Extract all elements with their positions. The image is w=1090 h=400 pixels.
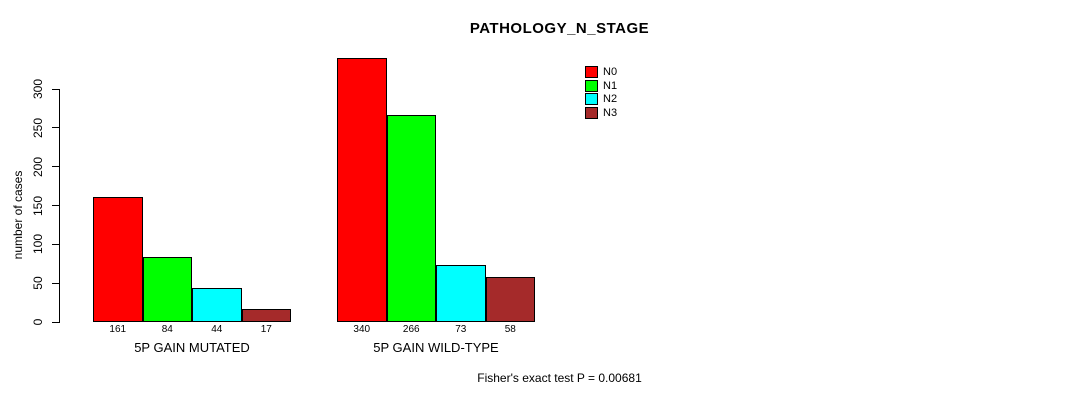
legend-swatch-icon (585, 106, 598, 119)
legend-swatch-icon (585, 66, 598, 78)
legend-label: N3 (603, 106, 618, 119)
y-tick-mark (52, 166, 59, 168)
bar-value-label: 266 (402, 324, 420, 335)
legend-label: N1 (603, 79, 618, 92)
y-axis-line (59, 89, 60, 323)
y-tick-mark (52, 282, 59, 284)
bar-value-label: 44 (211, 324, 223, 335)
y-tick-label: 250 (31, 117, 45, 138)
bar-value-label: 17 (260, 324, 272, 335)
y-tick-label: 300 (31, 78, 45, 100)
chart-title: PATHOLOGY_N_STAGE (469, 20, 650, 37)
legend-item-n0: N0 (585, 66, 645, 79)
legend-item-n1: N1 (585, 79, 645, 93)
y-tick-label: 200 (31, 156, 45, 177)
y-tick-label: 150 (31, 195, 45, 216)
bar-n0 (337, 57, 387, 322)
bar-value-label: 73 (455, 324, 467, 335)
y-tick-mark (52, 205, 59, 206)
bar-value-label: 161 (109, 324, 127, 335)
y-tick-mark (52, 127, 59, 129)
y-tick-label: 0 (31, 318, 45, 326)
bar-n1 (386, 115, 436, 322)
y-tick-mark (52, 321, 59, 323)
bar-n0 (93, 196, 143, 322)
bar-value-label: 340 (353, 324, 371, 335)
y-tick-mark (52, 243, 59, 245)
bar-n3 (485, 276, 535, 322)
bar-value-label: 84 (161, 324, 173, 335)
bar-n3 (241, 308, 291, 322)
group-label: 5P GAIN MUTATED (134, 340, 250, 355)
y-tick-mark (52, 88, 59, 90)
y-tick-label: 50 (31, 276, 45, 290)
bar-n2 (192, 287, 242, 322)
legend-label: N0 (603, 66, 618, 78)
bar-n1 (142, 256, 192, 322)
legend-item-n2: N2 (585, 93, 645, 106)
y-tick-label: 100 (31, 234, 45, 255)
legend-swatch-icon (585, 79, 598, 92)
bar-n2 (436, 265, 486, 322)
group-label: 5P GAIN WILD-TYPE (373, 340, 499, 355)
footnote: Fisher's exact test P = 0.00681 (477, 371, 642, 385)
legend-label: N2 (603, 93, 618, 105)
bar-value-label: 58 (504, 324, 516, 335)
legend-item-n3: N3 (585, 106, 645, 120)
legend-swatch-icon (585, 93, 598, 105)
